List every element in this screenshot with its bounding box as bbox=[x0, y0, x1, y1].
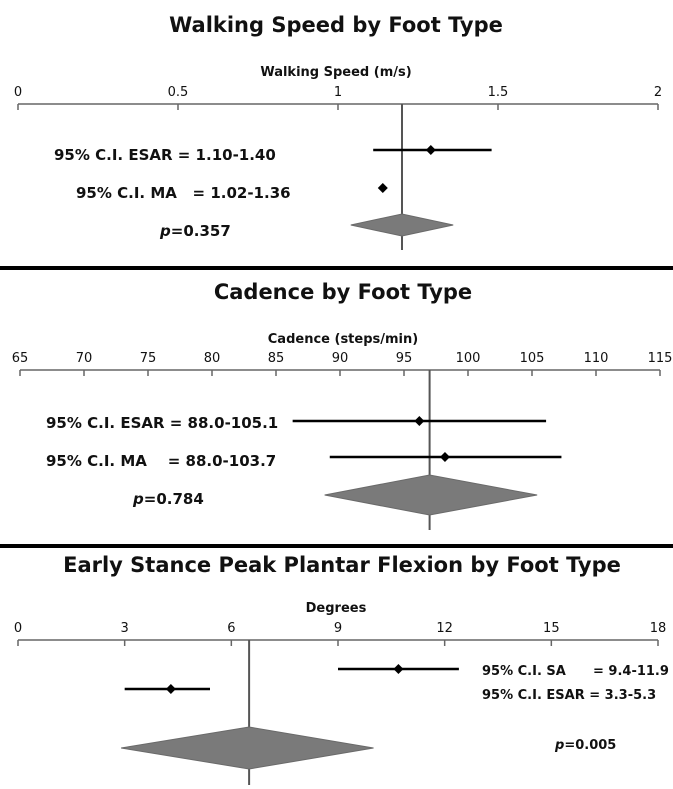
x-tick-label: 9 bbox=[334, 621, 342, 636]
x-tick-label: 65 bbox=[12, 351, 29, 366]
x-tick-label: 100 bbox=[456, 351, 481, 366]
x-tick-label: 95 bbox=[396, 351, 413, 366]
x-tick-label: 85 bbox=[268, 351, 285, 366]
point-estimate-marker bbox=[377, 183, 388, 193]
x-tick-label: 12 bbox=[436, 621, 453, 636]
x-tick-label: 0 bbox=[14, 621, 22, 636]
panel-title: Walking Speed by Foot Type bbox=[169, 13, 503, 37]
x-tick-label: 90 bbox=[332, 351, 349, 366]
x-tick-label: 3 bbox=[121, 621, 129, 636]
panel-plantar-flexion: Early Stance Peak Plantar Flexion by Foo… bbox=[14, 553, 669, 785]
x-axis-label: Cadence (steps/min) bbox=[268, 332, 418, 347]
point-estimate-marker bbox=[165, 684, 176, 694]
p-symbol: p bbox=[132, 490, 144, 508]
p-value-text: p=0.784 bbox=[132, 490, 204, 508]
ci-label-esar: 95% C.I. ESAR = 1.10-1.40 bbox=[54, 146, 276, 164]
p-value: =0.357 bbox=[171, 222, 231, 240]
panel-cadence: Cadence by Foot Type Cadence (steps/min)… bbox=[12, 280, 673, 530]
panel-title: Cadence by Foot Type bbox=[214, 280, 472, 304]
p-value: =0.005 bbox=[564, 738, 616, 753]
x-tick-label: 18 bbox=[650, 621, 667, 636]
p-symbol: p bbox=[554, 738, 564, 753]
x-tick-label: 6 bbox=[227, 621, 235, 636]
panel-walking-speed: Walking Speed by Foot Type Walking Speed… bbox=[14, 13, 662, 250]
x-axis-label: Degrees bbox=[306, 601, 367, 616]
ci-label-ma: 95% C.I. MA = 88.0-103.7 bbox=[46, 452, 276, 470]
ci-label-esar: 95% C.I. ESAR = 88.0-105.1 bbox=[46, 414, 278, 432]
x-tick-label: 115 bbox=[648, 351, 673, 366]
summary-diamond bbox=[121, 726, 374, 770]
p-value-text: p=0.357 bbox=[159, 222, 231, 240]
p-symbol: p bbox=[159, 222, 171, 240]
x-tick-label: 1 bbox=[334, 85, 342, 100]
x-tick-label: 70 bbox=[76, 351, 93, 366]
x-tick-label: 2 bbox=[654, 85, 662, 100]
x-tick-label: 80 bbox=[204, 351, 221, 366]
x-tick-label: 110 bbox=[584, 351, 609, 366]
point-estimate-marker bbox=[425, 145, 436, 155]
ci-label-sa: 95% C.I. SA = 9.4-11.9 bbox=[482, 664, 669, 679]
p-value-text: p=0.005 bbox=[554, 738, 616, 753]
point-estimate-marker bbox=[393, 664, 404, 674]
point-estimate-marker bbox=[439, 452, 450, 462]
panel-title: Early Stance Peak Plantar Flexion by Foo… bbox=[63, 553, 621, 577]
x-tick-label: 0.5 bbox=[168, 85, 189, 100]
x-tick-label: 75 bbox=[140, 351, 157, 366]
x-tick-label: 105 bbox=[520, 351, 545, 366]
x-axis-label: Walking Speed (m/s) bbox=[260, 65, 411, 80]
summary-diamond bbox=[350, 213, 454, 237]
ci-label-esar: 95% C.I. ESAR = 3.3-5.3 bbox=[482, 688, 656, 703]
x-tick-label: 0 bbox=[14, 85, 22, 100]
x-tick-label: 1.5 bbox=[488, 85, 509, 100]
summary-diamond bbox=[324, 474, 538, 516]
p-value: =0.784 bbox=[144, 490, 204, 508]
x-tick-label: 15 bbox=[543, 621, 560, 636]
point-estimate-marker bbox=[414, 416, 425, 426]
ci-label-ma: 95% C.I. MA = 1.02-1.36 bbox=[76, 184, 291, 202]
